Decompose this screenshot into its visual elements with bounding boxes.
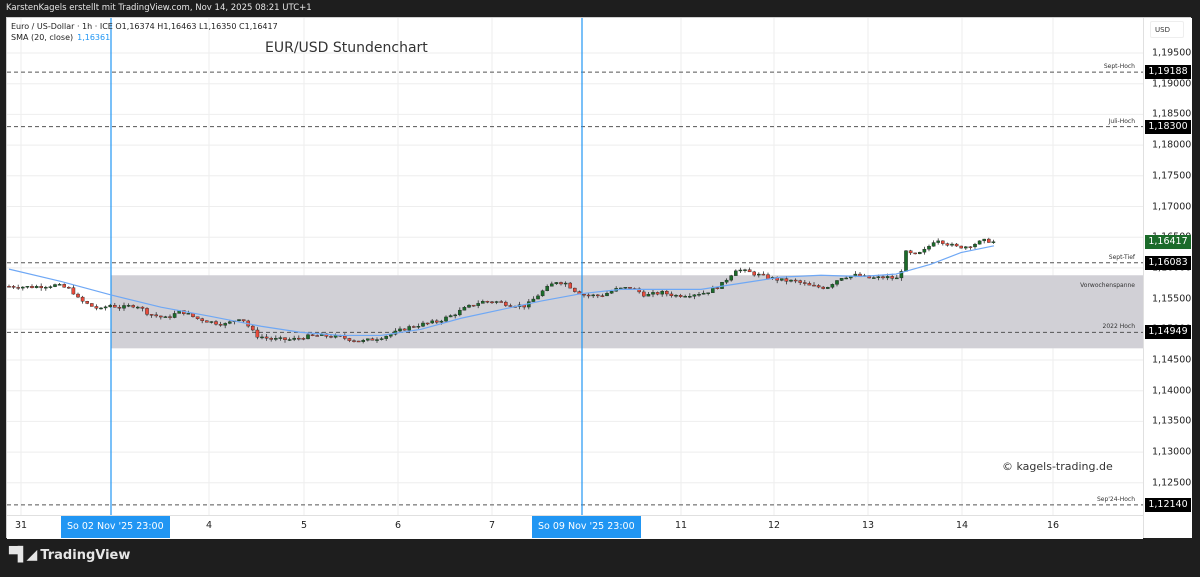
time-tick: 14 [955,520,969,531]
price-tick: 1,17500 [1152,170,1192,182]
currency-label[interactable]: USD [1150,21,1184,38]
zone-label: Vorwochenspanne [1080,282,1135,290]
chart-plot-area[interactable]: Euro / US-Dollar · 1h · ICE O1,16374 H1,… [7,18,1143,515]
level-price-badge: 1,12140 [1145,497,1191,512]
level-label: Juli-Hoch [1108,117,1135,125]
time-axis[interactable]: 31 4 5 6 7 11 12 13 14 16 So 02 Nov '25 23:00 So 09… [7,515,1143,539]
chart-frame: Euro / US-Dollar · 1h · ICE O1,16374 H1,… [6,17,1192,539]
price-tick: 1,14000 [1152,385,1192,397]
last-price-badge: 1,16417 [1145,235,1191,250]
brand-name: TradingView [40,547,131,563]
time-tick: 12 [767,520,781,531]
copyright-watermark: © kagels-trading.de [1002,460,1113,473]
chart-title: EUR/USD Stundenchart [265,40,428,56]
price-tick: 1,18000 [1152,139,1192,151]
time-marker-label[interactable]: So 02 Nov '25 23:00 [61,516,170,538]
level-label: Sep'24-Hoch [1096,495,1135,503]
level-price-badge: 1,14949 [1145,325,1191,340]
price-tick: 1,19500 [1152,47,1192,59]
time-tick: 11 [674,520,688,531]
price-tick: 1,15500 [1152,293,1192,305]
level-price-badge: 1,16083 [1145,255,1191,270]
time-tick: 4 [205,520,213,531]
level-price-badge: 1,18300 [1145,119,1191,134]
time-tick: 13 [861,520,875,531]
price-tick: 1,13000 [1152,446,1192,458]
sma-label: SMA (20, close) [11,33,74,42]
symbol-legend[interactable]: Euro / US-Dollar · 1h · ICE O1,16374 H1,… [11,22,278,31]
time-tick: 7 [488,520,496,531]
sma-legend[interactable]: SMA (20, close) 1,16361 [11,33,110,42]
price-axis[interactable]: USD 1,19500 1,19000 1,18500 1,18000 1,17500 1… [1143,18,1192,538]
level-price-badge: 1,19188 [1145,65,1191,80]
price-tick: 1,17000 [1152,201,1192,212]
level-label: Sept-Tief [1108,253,1135,261]
time-tick: 16 [1046,520,1060,531]
price-tick: 1,14500 [1152,354,1192,366]
level-label: Sept-Hoch [1103,63,1135,71]
level-label: 2022 Hoch [1102,323,1135,331]
price-tick: 1,18500 [1152,108,1192,120]
time-tick: 6 [394,520,402,531]
tradingview-logo-icon: ▀▌◢ [9,547,37,563]
time-tick: 31 [14,520,28,531]
time-marker-label[interactable]: So 09 Nov '25 23:00 [532,516,641,538]
sma-value: 1,16361 [77,33,111,42]
price-tick: 1,13500 [1152,415,1192,427]
attribution-bar: KarstenKagels erstellt mit TradingView.c… [6,3,312,13]
time-tick: 5 [300,520,308,531]
candlestick-chart [7,18,1143,515]
tradingview-logo: ▀▌◢ TradingView [9,547,130,563]
price-tick: 1,12500 [1152,477,1192,489]
price-tick: 1,19000 [1152,78,1192,90]
